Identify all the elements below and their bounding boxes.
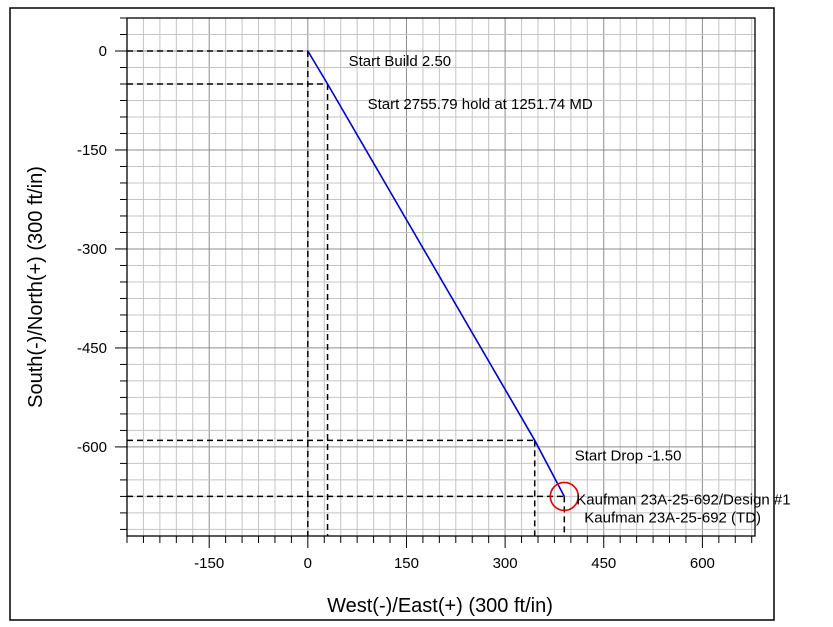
target-circle	[549, 481, 580, 512]
annotation-label: Kaufman 23A-25-692 (TD)	[584, 509, 761, 526]
y-tick-label: -450	[77, 340, 107, 357]
x-tick-label: 300	[493, 555, 518, 572]
y-tick-label: -600	[77, 439, 107, 456]
y-axis-label: South(-)/North(+) (300 ft/in)	[25, 166, 47, 408]
wellbore-path-line	[307, 50, 566, 497]
annotation-label: Start Build 2.50	[349, 53, 452, 70]
outer-border	[9, 7, 775, 621]
y-tick-label: -150	[77, 142, 107, 159]
x-tick-label: 600	[690, 555, 715, 572]
y-tick-label: 0	[99, 43, 107, 60]
plot-area-border	[126, 17, 756, 537]
annotation-label: Start Drop -1.50	[575, 447, 682, 464]
x-tick-label: 150	[394, 555, 419, 572]
annotation-label: Kaufman 23A-25-692/Design #1	[576, 491, 790, 508]
tick-marks	[115, 17, 753, 548]
y-tick-label: -300	[77, 241, 107, 258]
x-tick-label: 0	[304, 555, 312, 572]
plot-area-rect	[126, 17, 756, 537]
x-tick-label: -150	[194, 555, 224, 572]
reference-lines	[127, 50, 566, 536]
tick-labels: -150 0 150 300 450 600 0 -150 -300 -450 -600	[77, 43, 715, 572]
x-axis-label: West(-)/East(+) (300 ft/in)	[327, 595, 553, 617]
series-group	[307, 50, 580, 512]
x-tick-label: 450	[591, 555, 616, 572]
annotations: Start Build 2.50 Start 2755.79 hold at 12…	[349, 53, 791, 526]
annotation-label: Start 2755.79 hold at 1251.74 MD	[368, 96, 593, 113]
